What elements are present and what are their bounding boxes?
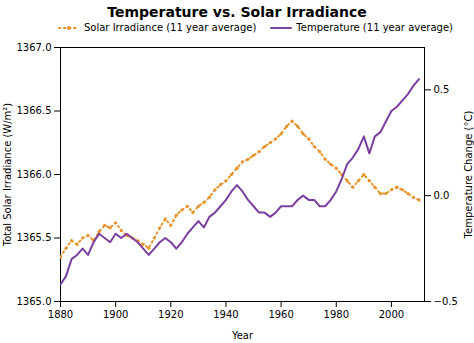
svg-text:0.0: 0.0 [434, 190, 450, 201]
svg-text:1900: 1900 [103, 309, 128, 320]
svg-text:1365.5: 1365.5 [17, 232, 52, 243]
svg-text:1980: 1980 [324, 309, 349, 320]
svg-text:Year: Year [231, 330, 254, 341]
svg-text:1920: 1920 [158, 309, 183, 320]
svg-text:Temperature Change (°C): Temperature Change (°C) [463, 111, 474, 240]
svg-text:1367.0: 1367.0 [17, 42, 52, 53]
svg-text:1366.0: 1366.0 [17, 169, 52, 180]
html-text:Solar Irradiance (11 year aver: Solar Irradiance (11 year average) [84, 22, 257, 33]
html-text:Temperature vs. Solar Irradian: Temperature vs. Solar Irradiance [107, 4, 367, 20]
svg-text:1960: 1960 [268, 309, 293, 320]
html-text:Temperature (11 year average): Temperature (11 year average) [296, 22, 453, 33]
svg-text:2000: 2000 [379, 309, 404, 320]
svg-text:1880: 1880 [48, 309, 73, 320]
svg-text:1366.5: 1366.5 [17, 105, 52, 116]
svg-text:0.5: 0.5 [434, 84, 450, 95]
svg-text:1365.0: 1365.0 [17, 296, 52, 307]
svg-text:−0.5: −0.5 [434, 296, 458, 307]
svg-text:Total Solar Irradiance (W/m²): Total Solar Irradiance (W/m²) [2, 103, 13, 248]
svg-text:1940: 1940 [213, 309, 238, 320]
